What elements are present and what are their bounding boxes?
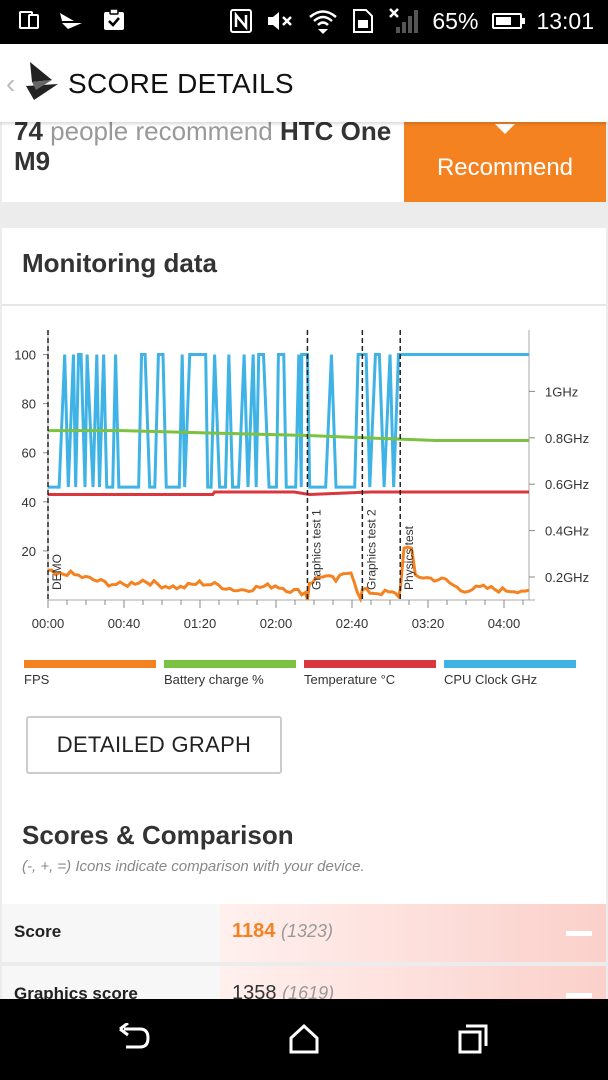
- x-tick-label: 03:20: [412, 616, 445, 631]
- y-tick-label: 20: [22, 544, 36, 559]
- legend-item: Battery charge %: [164, 660, 296, 687]
- monitoring-title: Monitoring data: [22, 248, 217, 278]
- score-row[interactable]: Score 1184 (1323): [2, 904, 606, 962]
- score-main: 1184: [232, 920, 276, 942]
- score-reference: (1323): [280, 921, 333, 941]
- y2-tick-label: 0.2GHz: [545, 570, 589, 585]
- recommend-card: 74 people recommend HTC One M9 Recommend: [2, 112, 606, 202]
- legend-label: Battery charge %: [164, 672, 264, 687]
- graphics-score-label: Graphics score: [14, 984, 138, 1003]
- y-tick-label: 80: [22, 397, 36, 412]
- cpu-clock-line: [48, 353, 529, 489]
- back-icon[interactable]: [118, 1023, 152, 1055]
- legend-label: CPU Clock GHz: [444, 672, 538, 687]
- page-title: SCORE DETAILS: [68, 68, 294, 99]
- battery-line: [48, 429, 529, 442]
- navigation-bar: [0, 999, 608, 1080]
- fps-line: [47, 545, 530, 604]
- recommend-button[interactable]: Recommend: [404, 122, 606, 202]
- wifi-icon: [309, 10, 338, 34]
- scores-subtitle: (-, +, =) Icons indicate comparison with…: [22, 858, 365, 875]
- divider: [2, 304, 606, 306]
- home-icon[interactable]: [288, 1023, 320, 1055]
- y-tick-label: 60: [22, 446, 36, 461]
- nfc-icon: [230, 9, 253, 33]
- battery-icon: [492, 13, 526, 29]
- y2-tick-label: 0.8GHz: [545, 431, 589, 446]
- detailed-graph-button[interactable]: DETAILED GRAPH: [26, 716, 282, 774]
- graphics-score-main: 1358: [232, 982, 277, 1004]
- screen-cast-icon: [19, 11, 39, 29]
- y2-tick-label: 1GHz: [545, 384, 578, 399]
- score-label: Score: [14, 922, 62, 941]
- app-bar: ‹ SCORE DETAILS: [0, 44, 608, 122]
- sim-icon: [353, 9, 374, 33]
- x-tick-label: 04:00: [488, 616, 521, 631]
- y2-tick-label: 0.4GHz: [545, 524, 589, 539]
- recommend-button-label: Recommend: [436, 154, 574, 181]
- clock: 13:01: [536, 8, 594, 34]
- clipboard-check-icon: [104, 8, 124, 30]
- monitoring-chart: 20 40 60 80 100 0.2GHz 0.4GHz 0.6GHz 0.8GHz 1GHz 0…: [14, 330, 589, 631]
- temperature-line: [48, 490, 529, 496]
- legend-label: FPS: [24, 672, 50, 687]
- test-marker-label: Graphics test 1: [309, 509, 323, 590]
- notification-icons: [18, 8, 126, 32]
- graphics-score-value: 1358 (1619): [232, 982, 334, 1005]
- legend-swatch: [164, 660, 296, 668]
- legend-swatch: [24, 660, 156, 668]
- legend-swatch: [304, 660, 436, 668]
- signal-icon: [389, 8, 419, 33]
- test-marker-label: Physics test: [402, 525, 416, 590]
- legend-item: FPS: [24, 660, 156, 687]
- chart-legend: FPS Battery charge % Temperature °C CPU Clo…: [24, 660, 594, 700]
- test-marker-label: DEMO: [50, 554, 64, 590]
- x-tick-label: 01:20: [184, 616, 217, 631]
- graphics-score-reference: (1619): [282, 983, 335, 1003]
- minus-icon: [566, 993, 592, 998]
- legend-item: Temperature °C: [304, 660, 436, 687]
- y-tick-label: 100: [14, 348, 36, 363]
- test-marker-label: Graphics test 2: [364, 509, 378, 590]
- system-icons: 65% 13:01: [230, 6, 594, 36]
- mute-icon: [268, 12, 293, 30]
- x-tick-label: 02:00: [260, 616, 293, 631]
- monitoring-card: Monitoring data 20 40 60 80 100 0.2GHz 0.4GHz 0…: [2, 228, 606, 908]
- score-value: 1184 (1323): [232, 920, 333, 943]
- legend-label: Temperature °C: [304, 672, 396, 687]
- app-logo-icon[interactable]: [22, 60, 62, 104]
- back-chevron-icon[interactable]: ‹: [6, 68, 16, 99]
- x-tick-label: 00:00: [32, 616, 65, 631]
- minus-icon: [566, 931, 592, 936]
- y2-tick-label: 0.6GHz: [545, 477, 589, 492]
- x-tick-label: 02:40: [336, 616, 369, 631]
- legend-swatch: [444, 660, 576, 668]
- scores-title: Scores & Comparison: [22, 820, 294, 850]
- recents-icon[interactable]: [457, 1023, 489, 1055]
- battery-percent: 65%: [432, 8, 479, 34]
- x-tick-label: 00:40: [108, 616, 141, 631]
- y-tick-label: 40: [22, 495, 36, 510]
- battery-level: [496, 17, 511, 25]
- recommend-text: 74 people recommend HTC One M9: [14, 116, 394, 176]
- legend-item: CPU Clock GHz: [444, 660, 576, 687]
- app-logo-icon: [60, 13, 82, 29]
- score-band: 1184 (1323): [220, 904, 606, 962]
- status-bar: 65% 13:01: [0, 0, 608, 44]
- recommend-notch: [495, 124, 515, 134]
